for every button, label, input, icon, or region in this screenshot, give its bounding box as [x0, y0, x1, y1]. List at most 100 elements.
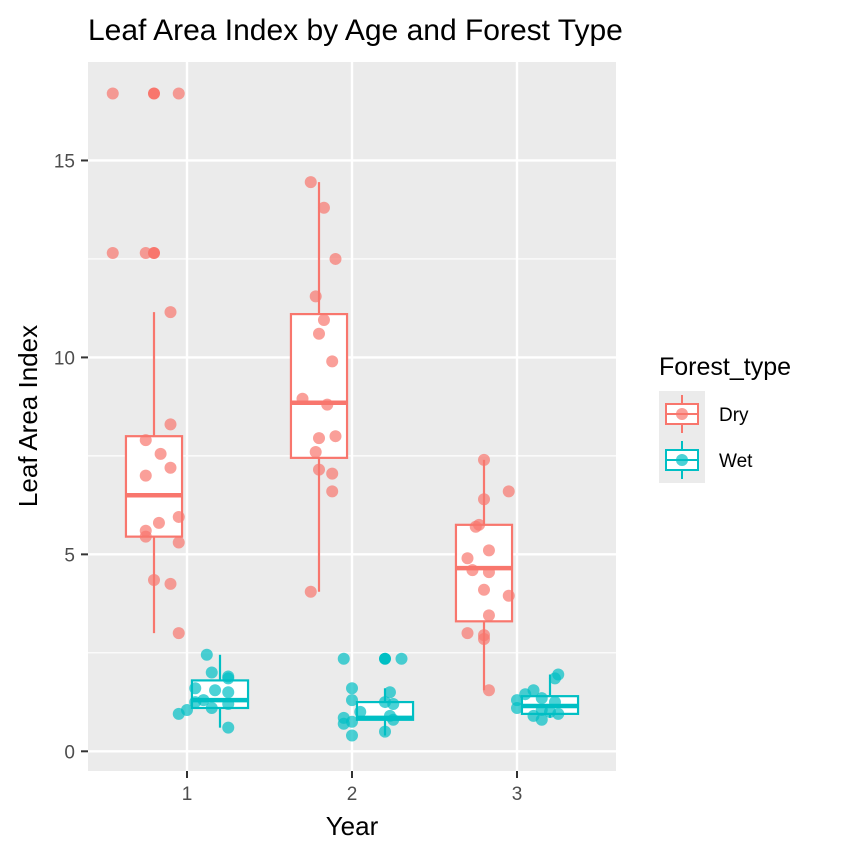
data-point — [552, 707, 565, 720]
data-point — [511, 701, 523, 714]
data-point — [106, 247, 119, 260]
jitter-points-layer — [106, 87, 565, 742]
data-point — [354, 705, 367, 718]
box-iqr — [190, 679, 250, 710]
legend-title: Forest_type — [659, 353, 791, 381]
data-point — [139, 530, 152, 543]
legend-label-wet: Wet — [719, 451, 753, 472]
data-point — [502, 485, 515, 498]
data-point — [502, 589, 515, 602]
data-point — [209, 684, 222, 697]
data-point — [326, 467, 339, 480]
outlier-point — [148, 87, 160, 100]
data-point — [482, 544, 495, 557]
y-tick-label: 10 — [54, 348, 75, 369]
y-tick-label: 5 — [64, 545, 75, 566]
y-axis-title: Leaf Area Index — [13, 325, 43, 507]
data-point — [309, 445, 322, 458]
data-point — [189, 696, 202, 709]
data-point — [205, 701, 218, 714]
data-point — [317, 201, 330, 214]
data-point — [313, 463, 325, 476]
data-point — [478, 633, 490, 646]
data-point — [387, 698, 400, 711]
outlier-point — [379, 652, 391, 665]
data-point — [478, 453, 490, 466]
data-point — [200, 648, 213, 661]
x-tick-label: 2 — [347, 784, 358, 805]
data-point — [535, 713, 548, 726]
data-point — [172, 510, 185, 523]
data-point — [395, 652, 408, 665]
data-point — [222, 686, 235, 699]
data-point — [172, 536, 185, 549]
chart-title: Leaf Area Index by Age and Forest Type — [88, 14, 623, 47]
y-axis: 0 5 10 15 — [54, 151, 88, 763]
data-point — [164, 577, 177, 590]
data-point — [139, 247, 152, 260]
data-point — [304, 176, 317, 189]
data-point — [478, 583, 490, 596]
data-point — [535, 692, 548, 705]
data-point — [154, 447, 167, 460]
data-point — [482, 609, 495, 622]
data-point — [222, 672, 235, 685]
data-point — [205, 666, 218, 679]
data-point — [548, 696, 561, 709]
data-point — [326, 485, 339, 498]
data-point — [466, 564, 479, 577]
data-point — [304, 585, 317, 598]
data-point — [478, 493, 490, 506]
data-point — [461, 627, 474, 640]
data-point — [346, 694, 358, 707]
legend: Forest_type Dry Wet — [659, 353, 791, 483]
legend-keys: Dry Wet — [659, 391, 753, 483]
data-point — [172, 627, 185, 640]
data-point — [222, 698, 235, 711]
data-point — [329, 252, 342, 265]
data-point — [337, 652, 350, 665]
outlier-point — [148, 247, 160, 260]
data-point — [309, 290, 322, 303]
y-tick-label: 15 — [54, 151, 75, 172]
legend-key-point — [676, 408, 688, 420]
data-point — [296, 392, 309, 405]
data-point — [139, 469, 152, 482]
data-point — [383, 686, 396, 699]
x-axis-title: Year — [326, 811, 379, 841]
data-point — [346, 729, 358, 742]
x-axis: 1 2 3 — [182, 771, 523, 805]
data-point — [172, 87, 185, 100]
data-point — [337, 717, 350, 730]
data-point — [482, 566, 495, 579]
major-gridlines — [88, 62, 616, 771]
data-point — [329, 430, 342, 443]
data-point — [164, 306, 177, 319]
data-point — [379, 725, 391, 738]
x-tick-label: 3 — [512, 784, 523, 805]
legend-label-dry: Dry — [719, 405, 749, 426]
data-point — [152, 516, 165, 529]
data-point — [461, 552, 474, 565]
data-point — [469, 520, 482, 533]
data-point — [164, 461, 177, 474]
data-point — [148, 573, 160, 586]
data-point — [106, 87, 119, 100]
data-point — [313, 327, 325, 340]
y-tick-label: 0 — [64, 742, 75, 763]
data-point — [519, 688, 532, 701]
data-point — [139, 434, 152, 447]
data-point — [321, 398, 334, 411]
data-point — [548, 672, 561, 685]
data-point — [172, 707, 185, 720]
x-tick-label: 1 — [182, 784, 193, 805]
data-point — [326, 355, 339, 368]
data-point — [317, 313, 330, 326]
data-point — [346, 682, 358, 695]
data-point — [189, 682, 202, 695]
data-point — [313, 432, 325, 445]
data-point — [222, 721, 235, 734]
data-point — [164, 418, 177, 431]
legend-key-point — [676, 454, 688, 466]
